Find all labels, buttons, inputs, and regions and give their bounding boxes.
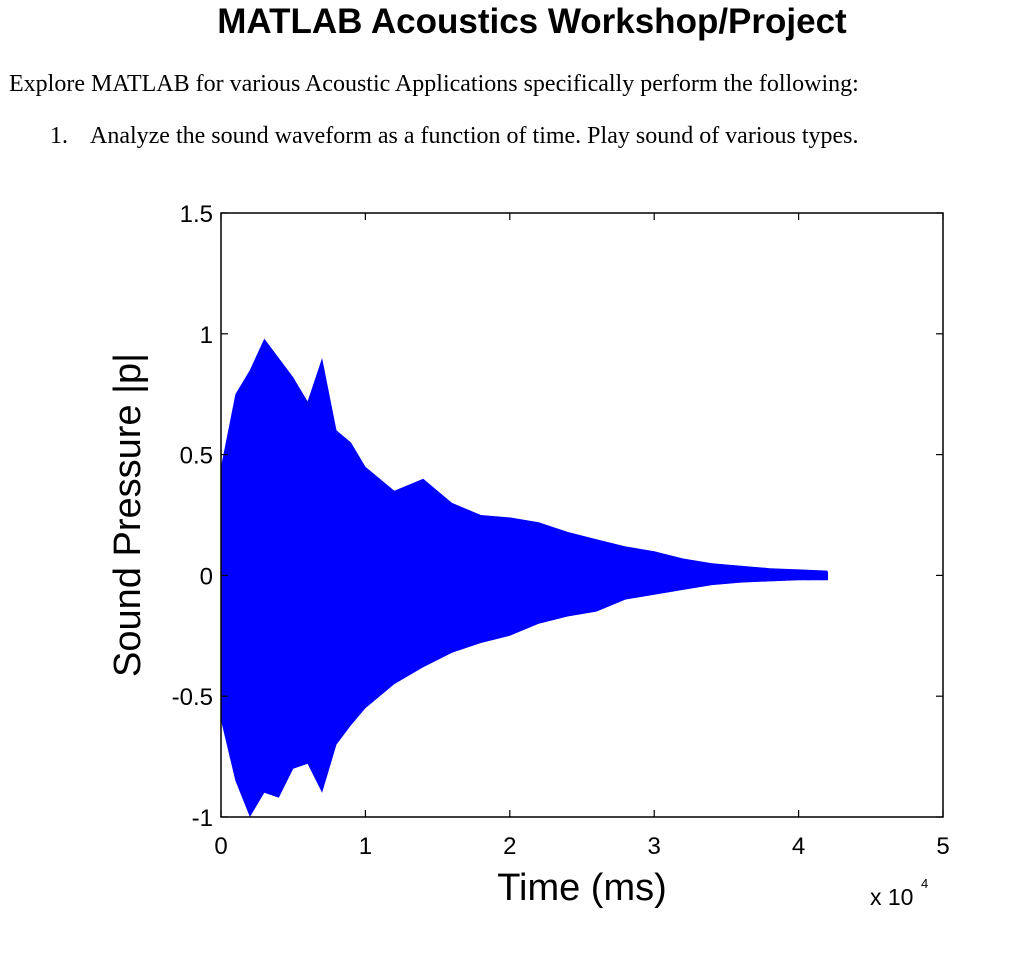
x-tick-label: 4	[792, 833, 805, 860]
y-tick-label: -1	[192, 805, 213, 832]
x-scale-label: x 10	[870, 884, 913, 910]
plot-area	[220, 338, 828, 817]
step-number: 1.	[50, 123, 68, 149]
x-tick-label: 1	[359, 833, 372, 860]
step-item-1: 1. Analyze the sound waveform as a functi…	[50, 123, 859, 150]
axis-ticks: 0 1 2 3 4 5 -1 -0.5 0 0.5 1 1.5	[172, 201, 950, 860]
y-tick-label: 1	[200, 322, 213, 349]
x-axis-label: Time (ms)	[497, 867, 667, 909]
plot-frame	[220, 212, 944, 818]
x-tick-label: 3	[648, 833, 661, 860]
y-tick-label: 0.5	[180, 443, 213, 470]
x-scale-exponent: 4	[921, 876, 928, 891]
page-title: MATLAB Acoustics Workshop/Project	[217, 2, 847, 41]
x-tick-label: 5	[936, 833, 949, 860]
x-tick-label: 2	[503, 833, 516, 860]
y-axis-label: Sound Pressure |p|	[107, 353, 149, 677]
y-tick-label: -0.5	[172, 684, 213, 711]
y-tick-label: 0	[200, 563, 213, 590]
y-tick-label: 1.5	[180, 201, 213, 228]
x-tick-label: 0	[214, 833, 227, 860]
intro-text: Explore MATLAB for various Acoustic Appl…	[9, 71, 859, 97]
step-text: Analyze the sound waveform as a function…	[90, 123, 859, 149]
